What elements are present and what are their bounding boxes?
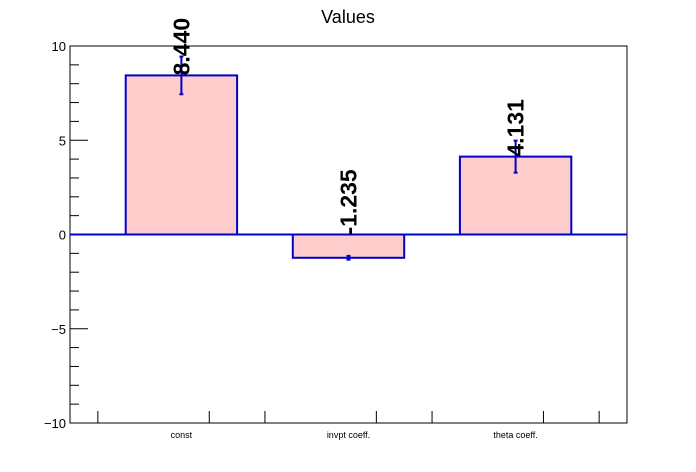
y-tick-label: 10 xyxy=(52,39,66,54)
x-category-label: const xyxy=(171,430,193,440)
y-axis: −10 −5 0 5 10 xyxy=(44,39,88,431)
y-tick-label: 5 xyxy=(59,133,66,148)
x-category-label: invpt coeff. xyxy=(327,430,370,440)
y-tick-label: 0 xyxy=(59,228,66,243)
bar-1 xyxy=(291,233,406,259)
chart-title: Values xyxy=(321,7,375,27)
y-tick-label: −5 xyxy=(51,322,66,337)
value-label-1: -1.235 xyxy=(336,169,362,234)
x-category-label: theta coeff. xyxy=(493,430,537,440)
x-axis: const invpt coeff. theta coeff. xyxy=(97,411,600,440)
bars-group xyxy=(124,55,573,261)
bar-0 xyxy=(124,74,239,236)
y-tick-label: −10 xyxy=(44,416,66,431)
value-label-2: 4.131 xyxy=(503,99,529,157)
value-labels-group: 8.440 -1.235 4.131 xyxy=(168,18,528,235)
value-label-0: 8.440 xyxy=(168,18,194,76)
